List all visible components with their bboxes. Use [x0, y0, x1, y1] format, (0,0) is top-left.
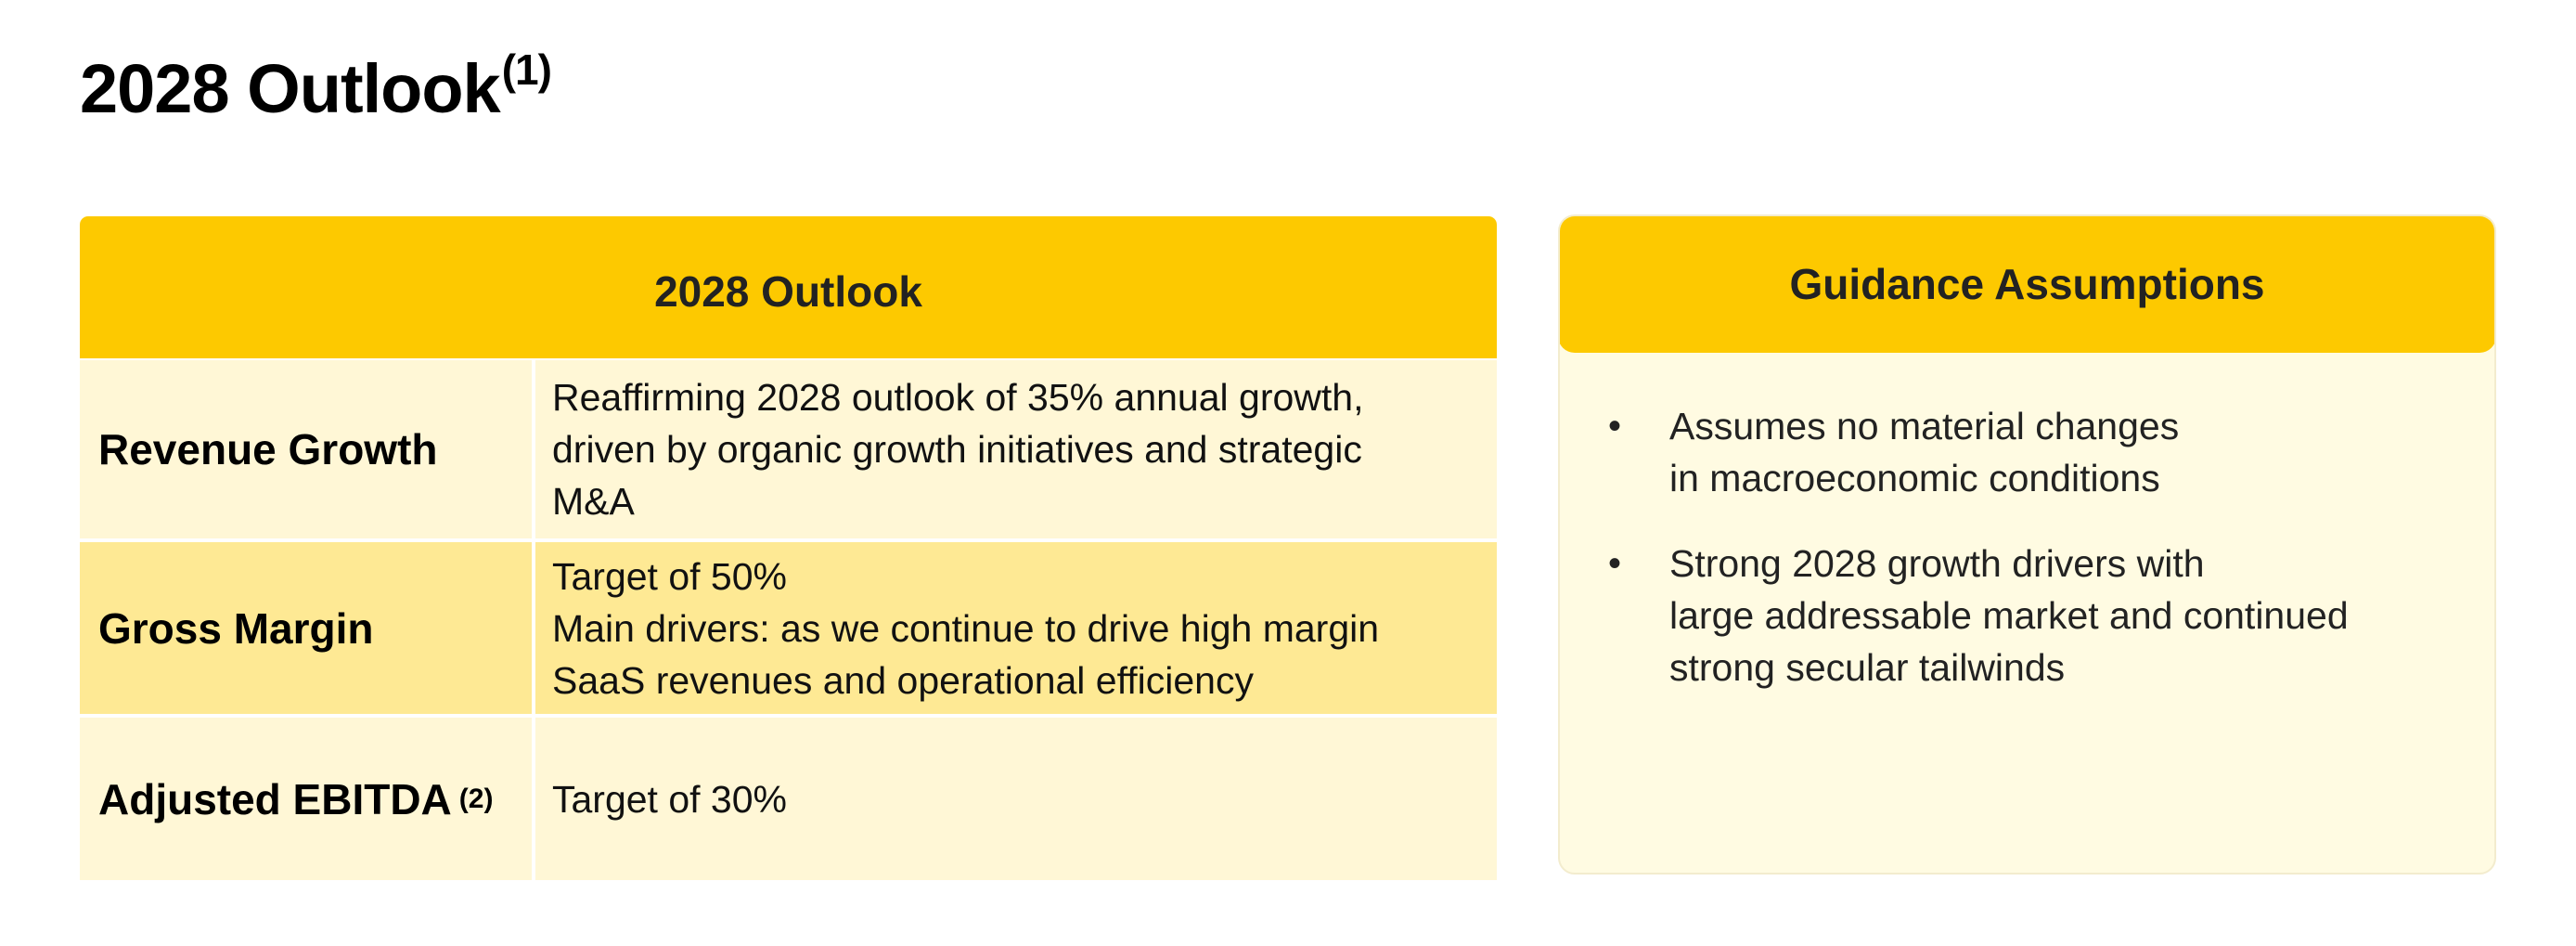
guidance-bullet-line: Assumes no material changes [1669, 405, 2180, 447]
outlook-row-label: Gross Margin [80, 542, 532, 714]
bullet-icon: • [1608, 406, 1622, 447]
page-title-text: 2028 Outlook [80, 50, 501, 127]
outlook-row-value: Reaffirming 2028 outlook of 35% annual g… [535, 360, 1497, 538]
guidance-bullet-item: • Assumes no material changes in macroec… [1608, 400, 2462, 504]
guidance-bullet-line: strong secular tailwinds [1669, 646, 2066, 689]
guidance-assumptions-header: Guidance Assumptions [1560, 216, 2494, 353]
outlook-row-label: Revenue Growth [80, 360, 532, 538]
outlook-row-value-line: Target of 50% [552, 554, 787, 598]
outlook-row-value-line: Target of 30% [552, 777, 787, 821]
outlook-row-value-line: Reaffirming 2028 outlook of 35% annual g… [552, 376, 1364, 419]
outlook-row-value: Target of 30% [535, 718, 1497, 880]
outlook-row-adjusted-ebitda: Adjusted EBITDA (2) Target of 30% [80, 718, 1497, 880]
guidance-bullet-list: • Assumes no material changes in macroec… [1608, 400, 2462, 727]
outlook-row-value-line: SaaS revenues and operational efficiency [552, 658, 1254, 702]
outlook-row-gross-margin: Gross Margin Target of 50% Main drivers:… [80, 542, 1497, 714]
outlook-row-value-line: M&A [552, 480, 635, 523]
bullet-icon: • [1608, 543, 1622, 584]
guidance-bullet-item: • Strong 2028 growth drivers with large … [1608, 538, 2462, 693]
outlook-row-label-footnote: (2) [458, 783, 494, 814]
guidance-bullet-line: in macroeconomic conditions [1669, 457, 2160, 499]
outlook-row-value-line: driven by organic growth initiatives and… [552, 428, 1362, 471]
outlook-row-revenue-growth: Revenue Growth Reaffirming 2028 outlook … [80, 360, 1497, 538]
page-title: 2028 Outlook(1) [80, 45, 552, 128]
guidance-assumptions-card: Guidance Assumptions • Assumes no materi… [1558, 214, 2496, 875]
column-divider [532, 360, 535, 538]
page-title-footnote: (1) [501, 45, 552, 94]
outlook-row-label: Adjusted EBITDA (2) [80, 718, 532, 880]
outlook-row-label-text: Gross Margin [98, 603, 374, 653]
column-divider [532, 542, 535, 714]
outlook-row-value-line: Main drivers: as we continue to drive hi… [552, 606, 1380, 650]
column-divider [532, 718, 535, 880]
outlook-row-label-text: Adjusted EBITDA [98, 774, 452, 823]
guidance-bullet-line: Strong 2028 growth drivers with [1669, 542, 2205, 585]
outlook-row-value: Target of 50% Main drivers: as we contin… [535, 542, 1497, 714]
outlook-table: 2028 Outlook Revenue Growth Reaffirming … [80, 216, 1497, 880]
outlook-table-header: 2028 Outlook [80, 216, 1497, 358]
outlook-row-label-text: Revenue Growth [98, 425, 438, 473]
guidance-bullet-line: large addressable market and continued [1669, 594, 2349, 637]
